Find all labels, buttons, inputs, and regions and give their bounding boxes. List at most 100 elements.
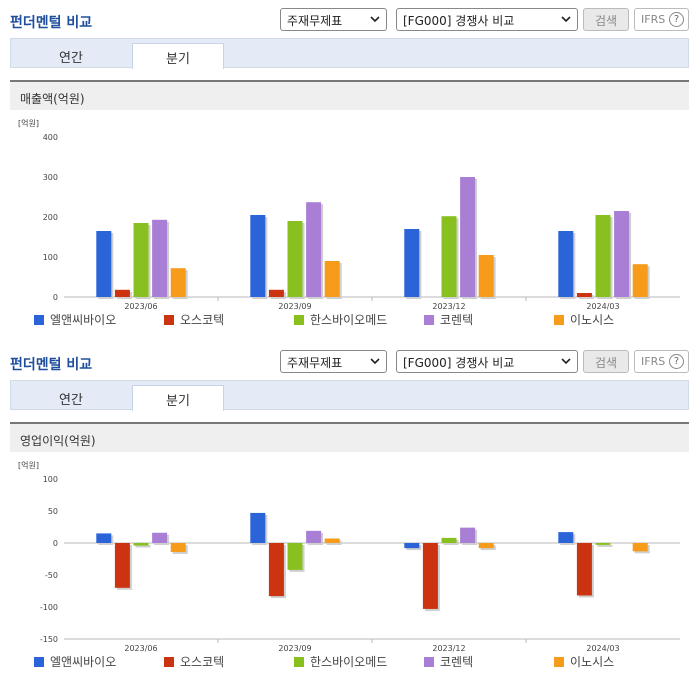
chevron-down-icon: [370, 16, 380, 23]
bar: [632, 543, 648, 552]
operating-profit-chart: [억원] -150 -100 -50 0 50 100 2023/06 2023/09 2023/…: [18, 460, 680, 669]
tab-annual[interactable]: 연간: [59, 393, 83, 408]
question-icon: ?: [669, 354, 684, 369]
legend-swatch: [554, 657, 564, 667]
ifrs-help-button[interactable]: IFRS ?: [634, 350, 689, 373]
legend-label[interactable]: 코렌텍: [440, 313, 473, 327]
chevron-down-icon: [561, 16, 571, 23]
bar: [152, 532, 168, 543]
chevron-down-icon: [370, 358, 380, 365]
section-title: 영업이익(억원): [10, 422, 689, 452]
question-icon: ?: [669, 12, 684, 27]
bar: [152, 219, 168, 297]
statement-select[interactable]: 주재무제표: [280, 8, 387, 31]
bar: [250, 512, 266, 543]
panel-title: 펀더멘털 비교: [10, 357, 93, 373]
bar: [460, 527, 476, 543]
statement-select[interactable]: 주재무제표: [280, 350, 387, 373]
period-tabs: 연간 분기: [10, 38, 689, 69]
search-button[interactable]: 검색: [583, 350, 629, 373]
legend-label[interactable]: 한스바이오메드: [310, 655, 387, 669]
x-tick-label: 2023/09: [278, 302, 311, 311]
legend-label[interactable]: 엘앤씨바이오: [50, 313, 116, 327]
y-tick-label: -150: [40, 635, 58, 644]
legend-label[interactable]: 코렌텍: [440, 655, 473, 669]
bar: [133, 543, 149, 546]
revenue-chart: [억원] 0 100 200 300 400 2023/06 2023/09 2023/12 20…: [18, 118, 680, 327]
peer-group-select[interactable]: [FG000] 경쟁사 비교: [396, 350, 578, 373]
legend-swatch: [294, 315, 304, 325]
legend-swatch: [294, 657, 304, 667]
bar-shadow: [597, 545, 613, 547]
bar: [595, 543, 611, 545]
statement-select-value: 주재무제표: [287, 14, 343, 28]
chevron-down-icon: [561, 358, 571, 365]
bar: [614, 211, 630, 297]
bar: [96, 231, 112, 297]
bar: [114, 543, 130, 588]
bar: [441, 216, 457, 297]
operating-profit-chart-area: [억원] -150 -100 -50 0 50 100 2023/06 2023/09 2023/…: [10, 452, 689, 681]
period-tabs: 연간 분기: [10, 380, 689, 411]
bar: [595, 215, 611, 297]
x-tick-label: 2024/03: [586, 644, 619, 653]
panel-title: 펀더멘털 비교: [10, 15, 93, 31]
bar: [170, 268, 186, 297]
bar: [422, 543, 438, 609]
x-tick-label: 2023/12: [432, 302, 465, 311]
y-tick-label: 300: [43, 173, 58, 182]
statement-select-value: 주재무제표: [287, 356, 343, 370]
bar: [478, 543, 494, 549]
bar: [306, 530, 322, 543]
peer-group-select-value: [FG000] 경쟁사 비교: [403, 356, 515, 370]
legend-label[interactable]: 한스바이오메드: [310, 313, 387, 327]
tab-annual[interactable]: 연간: [59, 51, 83, 66]
x-tick-label: 2023/06: [124, 302, 157, 311]
ifrs-help-button[interactable]: IFRS ?: [634, 8, 689, 31]
bar: [632, 264, 648, 297]
section-title: 매출액(억원): [10, 80, 689, 110]
ifrs-label: IFRS: [641, 355, 666, 368]
legend-label[interactable]: 엘앤씨바이오: [50, 655, 116, 669]
tab-quarterly[interactable]: 분기: [132, 43, 224, 69]
y-tick-label: 200: [43, 213, 58, 222]
bar: [287, 221, 303, 297]
legend-label[interactable]: 이노시스: [570, 313, 614, 327]
legend-label[interactable]: 오스코텍: [180, 655, 224, 669]
x-tick-label: 2023/06: [124, 644, 157, 653]
bar: [287, 543, 303, 570]
y-tick-label: -100: [40, 603, 58, 612]
x-tick-label: 2024/03: [586, 302, 619, 311]
tab-quarterly[interactable]: 분기: [132, 385, 224, 411]
bar: [170, 543, 186, 552]
legend-label[interactable]: 오스코텍: [180, 313, 224, 327]
bar: [576, 543, 592, 596]
peer-group-select[interactable]: [FG000] 경쟁사 비교: [396, 8, 578, 31]
x-tick-label: 2023/12: [432, 644, 465, 653]
bar: [404, 229, 420, 297]
legend-swatch: [164, 315, 174, 325]
x-tick-label: 2023/09: [278, 644, 311, 653]
bar: [324, 538, 340, 543]
unit-label: [억원]: [18, 460, 39, 470]
bar: [576, 293, 592, 297]
bar-shadow: [135, 545, 151, 548]
panel-operating-profit: 펀더멘털 비교 주재무제표 [FG000] 경쟁사 비교 검색 IFRS ? 연…: [0, 342, 696, 684]
panel-revenue: 펀더멘털 비교 주재무제표 [FG000] 경쟁사 비교 검색 IFRS ? 연…: [10, 8, 689, 339]
y-tick-label: 100: [43, 475, 58, 484]
bar: [268, 543, 284, 597]
ifrs-label: IFRS: [641, 13, 666, 26]
legend-swatch: [424, 657, 434, 667]
bar: [250, 215, 266, 297]
search-button[interactable]: 검색: [583, 8, 629, 31]
bar: [478, 255, 494, 297]
bar: [96, 533, 112, 543]
bar: [404, 543, 420, 549]
legend-swatch: [424, 315, 434, 325]
bar: [558, 532, 574, 543]
y-tick-label: 100: [43, 253, 58, 262]
bar: [441, 537, 457, 543]
legend-label[interactable]: 이노시스: [570, 655, 614, 669]
revenue-chart-area: [억원] 0 100 200 300 400 2023/06 2023/09 2023/12 20…: [10, 110, 689, 339]
bar: [324, 261, 340, 297]
